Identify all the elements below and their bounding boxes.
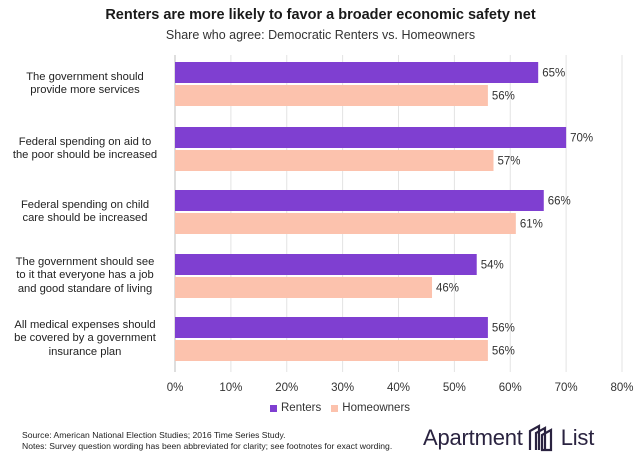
legend-label-renters: Renters <box>281 402 322 414</box>
bar-homeowners <box>175 150 494 171</box>
category-label: Federal spending on aid to the poor shoul… <box>6 136 164 163</box>
data-label: 54% <box>481 260 504 272</box>
legend-label-homeowners: Homeowners <box>342 402 411 414</box>
bar-renters <box>175 127 567 148</box>
data-label: 56% <box>492 91 515 103</box>
category-label-line: and good standare of living <box>17 282 153 295</box>
legend-swatch-renters <box>270 404 277 412</box>
category-label-line: Federal spending on aid to <box>18 135 152 148</box>
category-label: The government should provide more servic… <box>6 71 164 98</box>
category-label-line: The government should <box>26 70 144 83</box>
data-label: 61% <box>520 219 543 231</box>
category-label-line: the poor should be increased <box>12 149 158 161</box>
category-label-line: insurance plan <box>48 345 122 358</box>
bar-homeowners <box>175 213 516 234</box>
chart-subtitle: Share who agree: Democratic Renters vs. … <box>165 28 476 42</box>
bar-renters <box>175 317 488 338</box>
category-label-line: care should be increased <box>22 212 148 224</box>
legend-item-homeowners: Homeowners <box>331 402 410 414</box>
x-tick-label: 70% <box>555 382 578 394</box>
data-label: 46% <box>436 283 459 295</box>
category-label-line: The government should see <box>15 255 155 268</box>
x-tick-label: 20% <box>275 382 298 394</box>
data-label: 66% <box>548 196 571 208</box>
category-label-line: Federal spending on child <box>20 198 150 211</box>
bar-homeowners <box>175 277 433 298</box>
bar-renters <box>175 62 539 83</box>
category-label-line: be covered by a government <box>14 332 156 345</box>
category-label: The government should see to it that ever… <box>6 256 164 297</box>
x-tick-label: 60% <box>499 382 522 394</box>
data-label: 65% <box>542 68 565 80</box>
category-label: Federal spending on child care should be … <box>6 199 164 226</box>
apartment-list-logo-icon <box>528 424 552 452</box>
apartment-list-logo: Apartment List <box>423 423 594 453</box>
x-tick-label: 50% <box>443 382 466 394</box>
category-label-line: to it that everyone has a job <box>16 269 154 282</box>
category-label-line: provide more services <box>30 84 140 96</box>
bar-renters <box>175 254 477 275</box>
logo-text-2: List <box>560 425 595 450</box>
data-label: 56% <box>492 323 515 335</box>
legend-swatch-homeowners <box>331 404 339 412</box>
logo-text: Apartment <box>423 425 523 450</box>
notes-note: Notes: Survey question wording has been … <box>22 441 393 451</box>
chart-title: Renters are more likely to favor a broad… <box>105 7 536 23</box>
data-label: 57% <box>497 156 520 168</box>
source-note: Source: American National Election Studi… <box>22 430 286 440</box>
data-label: 70% <box>570 133 593 145</box>
x-tick-label: 40% <box>387 382 410 394</box>
bar-homeowners <box>175 85 488 106</box>
legend-item-renters: Renters <box>270 402 321 414</box>
bar-homeowners <box>175 340 488 361</box>
legend: Renters Homeowners <box>270 402 420 414</box>
x-tick-label: 80% <box>610 382 633 394</box>
x-tick-label: 30% <box>331 382 354 394</box>
bar-renters <box>175 190 544 211</box>
footer: Source: American National Election Studi… <box>22 430 392 452</box>
category-label: All medical expenses should be covered by… <box>6 319 164 360</box>
x-tick-label: 0% <box>167 382 184 394</box>
x-tick-label: 10% <box>219 382 242 394</box>
category-label-line: All medical expenses should <box>14 318 156 331</box>
data-label: 56% <box>492 346 515 358</box>
